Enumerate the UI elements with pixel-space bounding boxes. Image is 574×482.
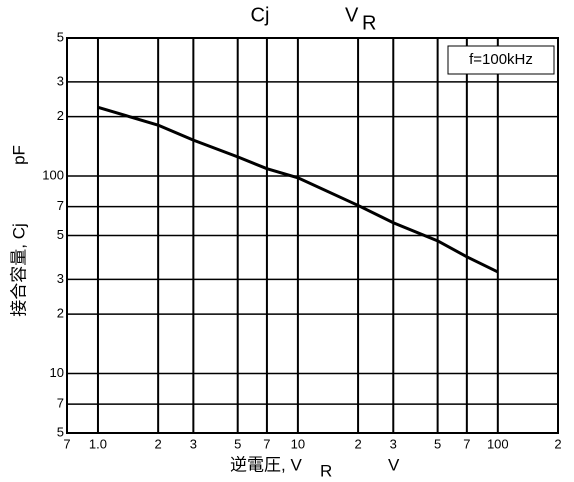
x-tick-label: 3 xyxy=(190,436,197,451)
x-tick-label: 7 xyxy=(63,436,70,451)
plot-frame xyxy=(66,37,559,434)
y-tick-label: 3 xyxy=(57,271,64,286)
x-tick-label: 2 xyxy=(155,436,162,451)
x-tick-label: 2 xyxy=(554,436,561,451)
x-unit: V xyxy=(388,455,400,474)
y-unit: pF xyxy=(9,145,28,165)
annotation: f=100kHz xyxy=(469,51,533,68)
x-tick-label: 2 xyxy=(354,436,361,451)
y-tick-label: 5 xyxy=(57,424,64,439)
y-label: 接合容量, Cj xyxy=(9,223,28,317)
y-tick-label: 7 xyxy=(57,396,64,411)
y-tick-label: 3 xyxy=(57,73,64,88)
y-tick-label: 10 xyxy=(50,365,64,380)
x-tick-label: 5 xyxy=(234,436,241,451)
x-tick-label: 1.0 xyxy=(89,436,107,451)
title-right: V xyxy=(345,4,359,26)
y-tick-label: 7 xyxy=(57,198,64,213)
x-tick-label: 7 xyxy=(263,436,270,451)
title-right-sub: R xyxy=(362,12,376,34)
x-tick-label: 100 xyxy=(487,436,509,451)
x-label: 逆電圧, V xyxy=(230,455,302,474)
x-tick-label: 10 xyxy=(291,436,305,451)
y-tick-label: 2 xyxy=(57,108,64,123)
data-line xyxy=(97,105,499,274)
y-tick-label: 5 xyxy=(57,29,64,44)
x-label-sub: R xyxy=(320,461,332,480)
y-tick-label: 100 xyxy=(42,167,64,182)
x-tick-label: 7 xyxy=(463,436,470,451)
x-tick-label: 3 xyxy=(390,436,397,451)
title-left: Cj xyxy=(251,4,270,26)
y-tick-label: 2 xyxy=(57,306,64,321)
y-tick-label: 5 xyxy=(57,227,64,242)
x-tick-label: 5 xyxy=(434,436,441,451)
annotation-box xyxy=(447,45,555,75)
